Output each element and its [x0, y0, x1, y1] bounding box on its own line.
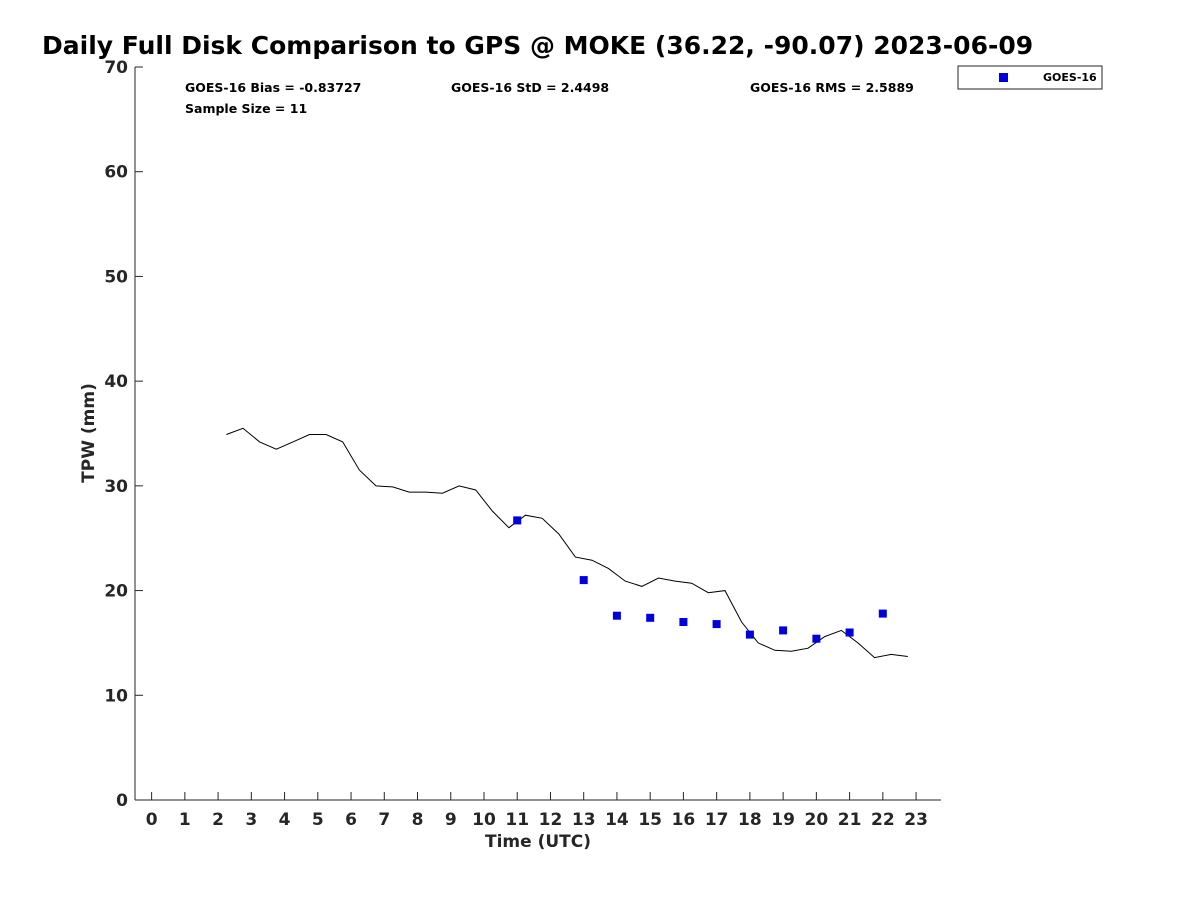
- goes16-point: [745, 630, 754, 639]
- x-tick-label: 14: [605, 810, 629, 830]
- x-tick-label: 2: [212, 810, 224, 830]
- goes16-point: [679, 618, 688, 626]
- y-tick-label: 0: [116, 791, 128, 811]
- y-tick-label: 10: [104, 686, 128, 706]
- plot-axes: [134, 67, 941, 801]
- data-series: [226, 427, 908, 659]
- x-tick-label: 18: [738, 810, 762, 830]
- x-tick-label: 22: [871, 810, 895, 830]
- x-tick-label: 11: [505, 810, 529, 830]
- x-tick-label: 10: [472, 810, 496, 830]
- x-tick-label: 15: [638, 810, 662, 830]
- x-tick-label: 21: [838, 810, 862, 830]
- goes16-point: [878, 609, 887, 618]
- x-tick-label: 3: [245, 810, 257, 830]
- x-tick-label: 12: [539, 810, 563, 830]
- x-tick-label: 17: [705, 810, 729, 830]
- goes16-point: [812, 634, 821, 643]
- bias-annotation: GOES-16 Bias = -0.83727: [185, 80, 361, 95]
- goes16-point: [646, 613, 655, 622]
- y-tick-label: 30: [104, 477, 128, 497]
- legend-box: [957, 65, 1103, 90]
- legend-label-goes16: GOES-16: [1043, 71, 1097, 84]
- std-annotation: GOES-16 StD = 2.4498: [451, 80, 609, 95]
- x-tick-label: 9: [445, 810, 457, 830]
- goes16-point: [779, 626, 788, 635]
- x-tick-label: 0: [146, 810, 158, 830]
- x-tick-label: 7: [378, 810, 390, 830]
- x-tick-label: 19: [771, 810, 795, 830]
- y-axis-ticks: 0 10 20 30 40 50 60 70: [104, 58, 143, 811]
- x-tick-label: 1: [179, 810, 191, 830]
- x-axis-label: Time (UTC): [485, 832, 591, 852]
- goes16-point: [612, 611, 621, 620]
- goes16-point: [513, 516, 522, 525]
- goes16-point: [845, 628, 854, 637]
- goes16-point: [712, 620, 721, 629]
- y-tick-label: 40: [104, 372, 128, 392]
- x-tick-label: 23: [904, 810, 928, 830]
- sample-size-annotation: Sample Size = 11: [185, 101, 307, 116]
- chart-title: Daily Full Disk Comparison to GPS @ MOKE…: [42, 31, 1033, 60]
- chart-legend: GOES-16: [957, 65, 1103, 90]
- gps-tpw-line: [226, 427, 908, 659]
- x-tick-label: 5: [312, 810, 324, 830]
- y-tick-label: 50: [104, 267, 128, 287]
- legend-marker-goes16: [999, 73, 1008, 82]
- goes16-point: [579, 576, 588, 585]
- x-tick-label: 8: [412, 810, 424, 830]
- x-tick-label: 13: [572, 810, 596, 830]
- y-axis-label: TPW (mm): [79, 383, 99, 483]
- y-tick-label: 70: [104, 58, 128, 78]
- x-axis-ticks: 0 1 2 3 4 5 6 7 8 9 10 11 12 13 14 15 16 17 18 19 20 21 22 23: [146, 792, 928, 830]
- x-tick-label: 16: [672, 810, 696, 830]
- x-tick-label: 4: [279, 810, 291, 830]
- x-tick-label: 6: [345, 810, 357, 830]
- y-tick-label: 20: [104, 582, 128, 602]
- y-tick-label: 60: [104, 163, 128, 183]
- rms-annotation: GOES-16 RMS = 2.5889: [750, 80, 914, 95]
- x-tick-label: 20: [805, 810, 829, 830]
